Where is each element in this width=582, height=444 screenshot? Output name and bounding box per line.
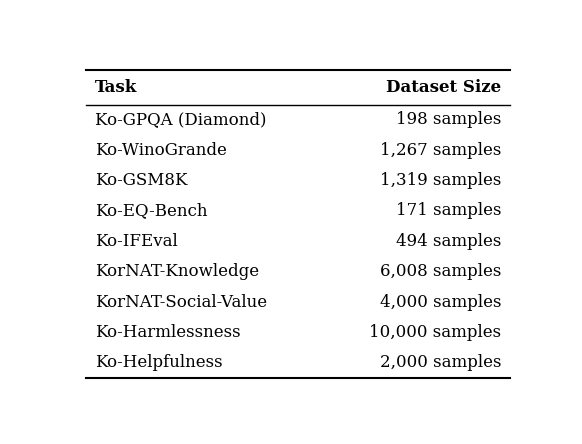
Text: Ko-GSM8K: Ko-GSM8K bbox=[95, 172, 188, 189]
Text: KorNAT-Knowledge: KorNAT-Knowledge bbox=[95, 263, 260, 280]
Text: KorNAT-Social-Value: KorNAT-Social-Value bbox=[95, 293, 267, 311]
Text: Task: Task bbox=[95, 79, 138, 96]
Text: Dataset Size: Dataset Size bbox=[386, 79, 501, 96]
Text: 198 samples: 198 samples bbox=[396, 111, 501, 128]
Text: 4,000 samples: 4,000 samples bbox=[379, 293, 501, 311]
Text: 494 samples: 494 samples bbox=[396, 233, 501, 250]
Text: 1,319 samples: 1,319 samples bbox=[380, 172, 501, 189]
Text: 6,008 samples: 6,008 samples bbox=[380, 263, 501, 280]
Text: 10,000 samples: 10,000 samples bbox=[369, 324, 501, 341]
Text: Ko-WinoGrande: Ko-WinoGrande bbox=[95, 142, 227, 159]
Text: Ko-IFEval: Ko-IFEval bbox=[95, 233, 178, 250]
Text: Ko-GPQA (Diamond): Ko-GPQA (Diamond) bbox=[95, 111, 267, 128]
Text: Ko-EQ-Bench: Ko-EQ-Bench bbox=[95, 202, 208, 219]
Text: 1,267 samples: 1,267 samples bbox=[380, 142, 501, 159]
Text: Ko-Helpfulness: Ko-Helpfulness bbox=[95, 354, 223, 371]
Text: 171 samples: 171 samples bbox=[396, 202, 501, 219]
Text: 2,000 samples: 2,000 samples bbox=[379, 354, 501, 371]
Text: Ko-Harmlessness: Ko-Harmlessness bbox=[95, 324, 241, 341]
